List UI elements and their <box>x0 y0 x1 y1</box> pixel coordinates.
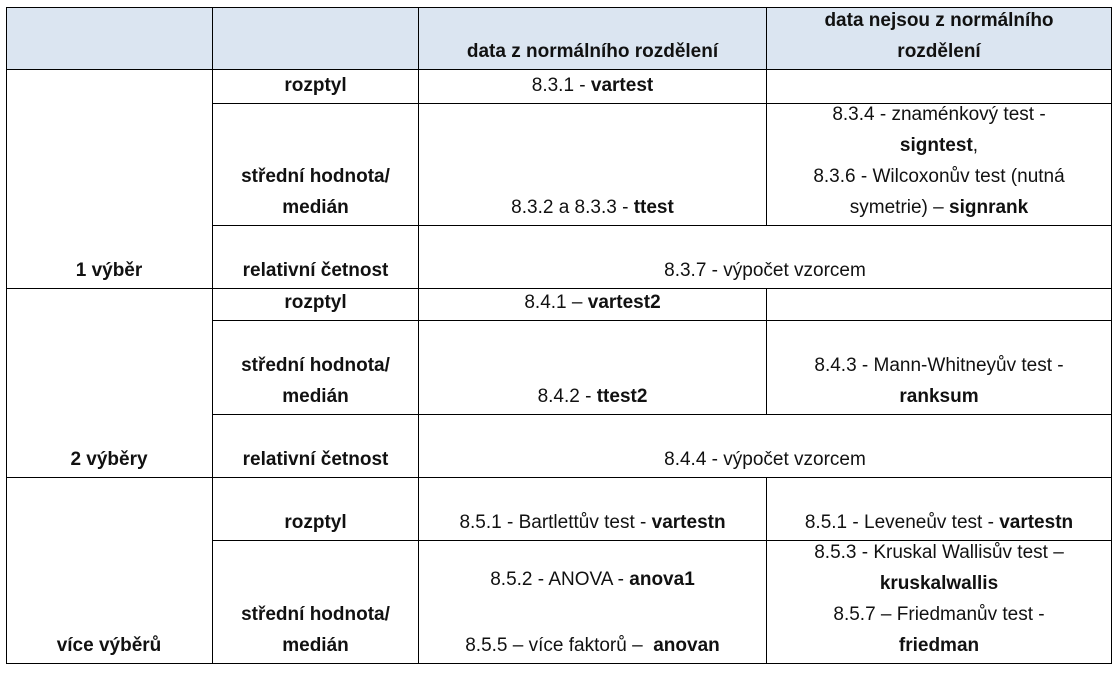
header-cell-empty-1 <box>6 7 213 70</box>
row-label-rozptyl-3: rozptyl <box>213 478 419 541</box>
cell-two-relativni: 8.4.4 - výpočet vzorcem <box>419 415 1112 478</box>
cell-two-rozptyl-non-normal <box>767 289 1112 321</box>
cell-many-rozptyl-normal: 8.5.1 - Bartlettův test - vartestn <box>419 478 767 541</box>
row-label-relativni-1: relativní četnost <box>213 226 419 289</box>
cell-many-stredni-normal: 8.5.2 - ANOVA - anova1 8.5.5 – více fakt… <box>419 541 767 664</box>
cell-many-stredni-non-normal: 8.5.3 - Kruskal Wallisův test – kruskalw… <box>767 541 1112 664</box>
cell-one-rozptyl-non-normal <box>767 70 1112 104</box>
cell-many-rozptyl-non-normal: 8.5.1 - Leveneův test - vartestn <box>767 478 1112 541</box>
group-label-two-samples: 2 výběry <box>6 289 213 478</box>
cell-two-rozptyl-normal: 8.4.1 – vartest2 <box>419 289 767 321</box>
cell-one-stredni-normal: 8.3.2 a 8.3.3 - ttest <box>419 104 767 226</box>
header-cell-empty-2 <box>213 7 419 70</box>
row-label-stredni-1: střední hodnota/ medián <box>213 104 419 226</box>
cell-one-rozptyl-normal: 8.3.1 - vartest <box>419 70 767 104</box>
header-non-normal-line2: rozdělení <box>897 41 981 62</box>
methods-table: data z normálního rozdělení data nejsou … <box>6 7 1112 664</box>
header-non-normal-line1: data nejsou z normálního <box>824 10 1054 31</box>
header-normal-distribution: data z normálního rozdělení <box>419 7 767 70</box>
row-label-stredni-3: střední hodnota/ medián <box>213 541 419 664</box>
cell-one-relativni: 8.3.7 - výpočet vzorcem <box>419 226 1112 289</box>
cell-two-stredni-normal: 8.4.2 - ttest2 <box>419 321 767 415</box>
row-label-rozptyl-2: rozptyl <box>213 289 419 321</box>
group-label-one-sample: 1 výběr <box>6 70 213 289</box>
row-label-relativni-2: relativní četnost <box>213 415 419 478</box>
group-label-many-samples: více výběrů <box>6 478 213 664</box>
header-non-normal-distribution: data nejsou z normálního rozdělení <box>767 7 1112 70</box>
cell-two-stredni-non-normal: 8.4.3 - Mann-Whitneyův test - ranksum <box>767 321 1112 415</box>
cell-one-stredni-non-normal: 8.3.4 - znaménkový test - signtest, 8.3.… <box>767 104 1112 226</box>
row-label-rozptyl-1: rozptyl <box>213 70 419 104</box>
row-label-stredni-2: střední hodnota/ medián <box>213 321 419 415</box>
header-normal-label: data z normálního rozdělení <box>466 41 719 62</box>
